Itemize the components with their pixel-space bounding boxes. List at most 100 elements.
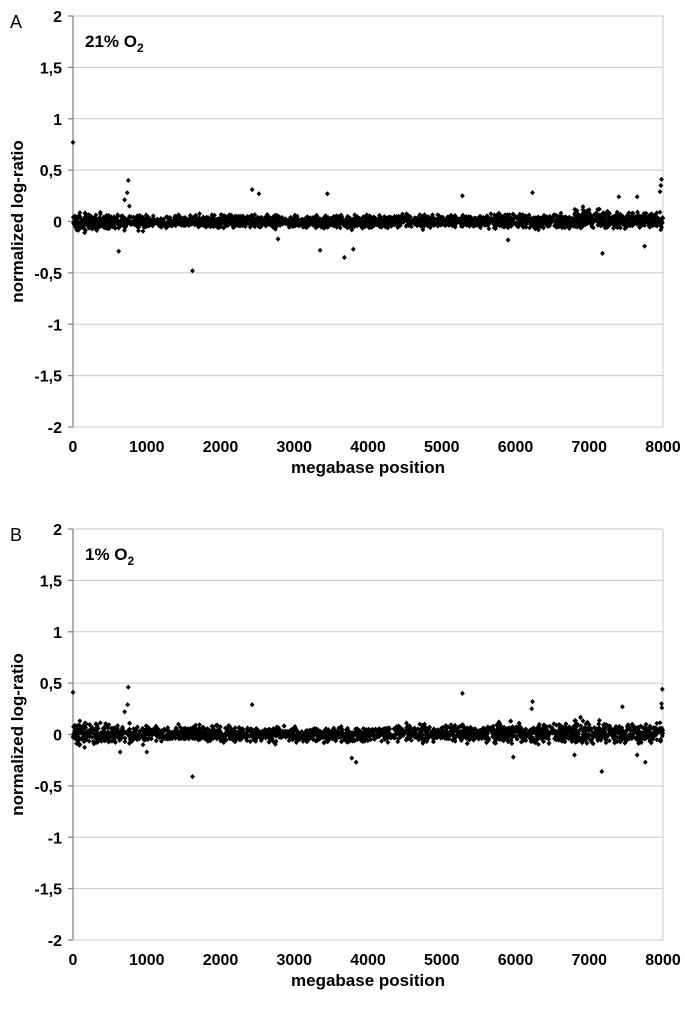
data-point — [238, 221, 243, 227]
data-point — [111, 223, 117, 229]
data-point — [396, 723, 402, 729]
data-point — [95, 219, 101, 225]
data-point — [343, 218, 349, 224]
data-point — [98, 211, 103, 217]
data-point — [496, 722, 502, 729]
data-point — [484, 739, 489, 746]
outlier-point — [256, 191, 262, 197]
data-point — [271, 729, 277, 735]
data-point — [260, 216, 266, 222]
data-point — [358, 217, 364, 223]
panel-label: B — [10, 525, 22, 545]
data-point — [329, 734, 335, 740]
data-point — [307, 727, 313, 733]
data-point — [589, 215, 595, 221]
data-point — [487, 220, 493, 226]
data-point — [159, 738, 164, 744]
data-point — [304, 739, 310, 745]
data-point — [236, 216, 242, 223]
data-point — [396, 213, 402, 219]
data-point — [303, 216, 309, 222]
data-point — [318, 219, 324, 225]
data-point — [396, 726, 402, 732]
data-point — [654, 215, 660, 221]
data-point — [657, 209, 663, 215]
data-point — [376, 218, 382, 224]
data-point — [477, 727, 483, 733]
data-point — [105, 725, 110, 731]
y-tick-label: -0,5 — [34, 779, 62, 796]
data-point — [298, 221, 304, 227]
data-point — [591, 212, 597, 218]
data-point — [378, 216, 384, 222]
condition-subscript: 2 — [128, 554, 135, 568]
data-point — [178, 214, 183, 220]
outlier-point — [460, 193, 465, 199]
data-point — [422, 213, 427, 220]
data-point — [503, 726, 509, 732]
data-point — [366, 225, 372, 231]
data-point — [401, 219, 406, 225]
data-point — [360, 214, 366, 220]
data-point — [573, 718, 578, 724]
data-point — [403, 223, 409, 229]
data-point — [417, 212, 423, 218]
data-point — [76, 736, 82, 742]
data-point — [443, 218, 449, 224]
data-point — [392, 222, 398, 228]
condition-subscript: 2 — [137, 41, 144, 55]
data-point — [408, 214, 413, 220]
outlier-point — [190, 268, 195, 274]
data-point — [385, 218, 390, 224]
data-point — [586, 212, 592, 218]
data-point — [296, 731, 302, 738]
panel-b: 21,510,50-0,5-1-1,5-20 1000 2000 3000 4000 50… — [8, 522, 681, 990]
data-point — [84, 721, 89, 727]
data-point — [404, 720, 409, 726]
outlier-point — [126, 203, 132, 209]
data-point — [306, 730, 311, 736]
data-point — [580, 207, 586, 213]
data-point — [197, 722, 202, 728]
data-point — [431, 215, 437, 221]
data-point — [504, 212, 510, 218]
data-point — [597, 206, 602, 212]
data-point — [233, 219, 238, 225]
data-point — [361, 220, 367, 226]
data-point — [400, 211, 405, 217]
data-point — [585, 208, 590, 214]
data-point — [504, 217, 509, 224]
data-point — [337, 225, 343, 231]
data-point — [420, 224, 426, 230]
data-point — [578, 213, 584, 219]
data-point — [71, 723, 77, 729]
data-point — [448, 217, 454, 223]
data-point — [224, 731, 230, 737]
data-point — [102, 738, 108, 744]
data-point — [110, 734, 115, 740]
y-tick-label: 0,5 — [40, 676, 62, 693]
data-point — [206, 216, 212, 222]
data-point — [413, 727, 419, 733]
data-point — [546, 217, 552, 223]
data-point — [196, 726, 202, 733]
x-tick-label: 1000 — [129, 439, 165, 456]
data-point — [598, 222, 604, 228]
data-point — [492, 731, 497, 737]
data-point — [272, 219, 277, 225]
data-point — [95, 731, 100, 737]
data-point — [485, 724, 491, 730]
data-point — [93, 735, 99, 741]
data-point — [388, 223, 394, 229]
y-axis-label: normalized log-ratio — [8, 653, 27, 815]
data-point — [100, 725, 106, 731]
data-point — [143, 723, 149, 729]
outlier-point — [600, 250, 605, 256]
data-point — [450, 219, 456, 225]
data-point — [433, 216, 438, 222]
data-point — [580, 718, 586, 724]
data-point — [269, 727, 275, 734]
data-point — [514, 734, 519, 740]
data-point — [469, 216, 475, 222]
outlier-point — [342, 254, 347, 261]
